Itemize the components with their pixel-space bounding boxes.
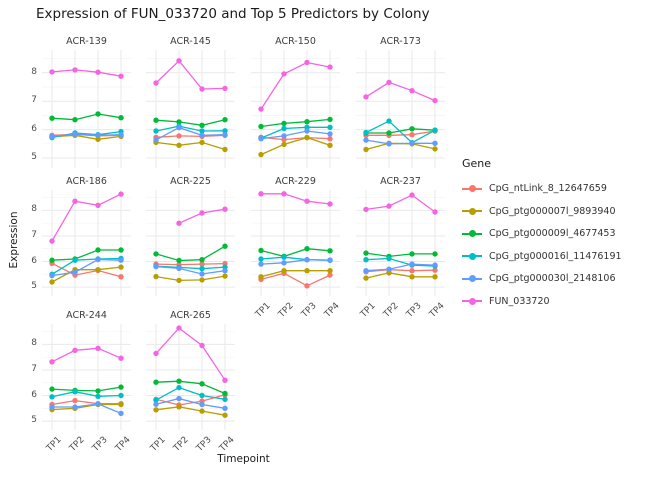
- y-tick-label: 5: [31, 415, 37, 426]
- y-tick-label: 7: [31, 363, 37, 374]
- y-tick-label: 8: [31, 66, 37, 77]
- facet-panel-ACR-145: [146, 50, 235, 168]
- legend-title: Gene: [462, 157, 492, 170]
- x-tick-label: TP3: [405, 301, 425, 320]
- legend-label: CpG_ptg000030l_2148106: [489, 273, 616, 284]
- x-tick-label: TP1: [149, 435, 169, 454]
- legend-item: CpG_ptg000007l_9893940: [462, 204, 622, 219]
- legend-item: CpG_ptg000030l_2148106: [462, 271, 622, 286]
- y-tick-label: 6: [31, 255, 37, 266]
- facet-label-ACR-150: ACR-150: [275, 36, 316, 47]
- x-tick-label: TP1: [254, 301, 274, 320]
- legend-item: CpG_ntLink_8_12647659: [462, 181, 622, 196]
- x-tick-label: TP2: [382, 301, 402, 320]
- legend-key-icon: [462, 204, 482, 219]
- legend-label: CpG_ptg000007l_9893940: [489, 205, 616, 217]
- y-tick-label: 8: [31, 338, 37, 349]
- facet-label-ACR-237: ACR-237: [380, 176, 421, 187]
- x-tick-label: TP1: [359, 301, 379, 320]
- x-tick-label: TP3: [91, 435, 111, 454]
- facet-label-ACR-145: ACR-145: [170, 36, 211, 47]
- x-tick-label: TP2: [277, 301, 297, 320]
- x-tick-label: TP4: [428, 301, 448, 320]
- legend-item: FUN_033720: [462, 294, 622, 309]
- legend-label: CpG_ntLink_8_12647659: [489, 183, 607, 194]
- x-tick-label: TP4: [114, 435, 134, 454]
- x-tick-label: TP2: [172, 435, 192, 454]
- legend-key-icon: [462, 226, 482, 241]
- legend-key-icon: [462, 249, 482, 264]
- x-tick-label: TP3: [300, 301, 320, 320]
- facet-panel-ACR-244: [42, 324, 131, 430]
- legend-label: FUN_033720: [489, 295, 550, 307]
- chart-title: Expression of FUN_033720 and Top 5 Predi…: [36, 6, 430, 22]
- y-tick-label: 5: [31, 281, 37, 292]
- legend-key-icon: [462, 271, 482, 286]
- legend: Gene CpG_ntLink_8_12647659 CpG_ptg000007l…: [462, 157, 622, 316]
- x-tick-label: TP4: [323, 301, 343, 320]
- legend-item: CpG_ptg000016l_11476191: [462, 249, 622, 264]
- facet-label-ACR-225: ACR-225: [170, 176, 211, 187]
- facet-panel-ACR-150: [251, 50, 340, 168]
- y-tick-label: 7: [31, 95, 37, 106]
- facet-label-ACR-173: ACR-173: [380, 36, 421, 47]
- y-tick-label: 7: [31, 229, 37, 240]
- y-tick-label: 6: [31, 389, 37, 400]
- x-axis-title: Timepoint: [217, 453, 270, 465]
- x-tick-label: TP2: [68, 435, 88, 454]
- legend-label: CpG_ptg000016l_11476191: [489, 250, 622, 262]
- legend-key-icon: [462, 181, 482, 196]
- facet-panel-ACR-173: [356, 50, 445, 168]
- facet-label-ACR-244: ACR-244: [66, 310, 107, 321]
- x-tick-label: TP1: [45, 435, 65, 454]
- facet-label-ACR-186: ACR-186: [66, 176, 107, 187]
- x-tick-label: TP3: [195, 435, 215, 454]
- legend-item: CpG_ptg000009l_4677453: [462, 226, 622, 241]
- y-tick-label: 8: [31, 204, 37, 215]
- y-tick-label: 6: [31, 123, 37, 134]
- x-tick-label: TP4: [218, 435, 238, 454]
- legend-label: CpG_ptg000009l_4677453: [489, 228, 616, 239]
- facet-panel-ACR-139: [42, 50, 131, 168]
- y-tick-label: 5: [31, 152, 37, 163]
- facet-panel-ACR-229: [251, 190, 340, 296]
- facet-label-ACR-265: ACR-265: [170, 310, 211, 321]
- facet-panel-ACR-265: [146, 324, 235, 430]
- legend-key-icon: [462, 294, 482, 309]
- facet-label-ACR-229: ACR-229: [275, 176, 316, 187]
- legend-items: CpG_ntLink_8_12647659 CpG_ptg000007l_9893…: [462, 181, 622, 309]
- facet-label-ACR-139: ACR-139: [66, 36, 107, 47]
- facet-panel-ACR-225: [146, 190, 235, 296]
- facet-panel-ACR-237: [356, 190, 445, 296]
- facet-panel-ACR-186: [42, 190, 131, 296]
